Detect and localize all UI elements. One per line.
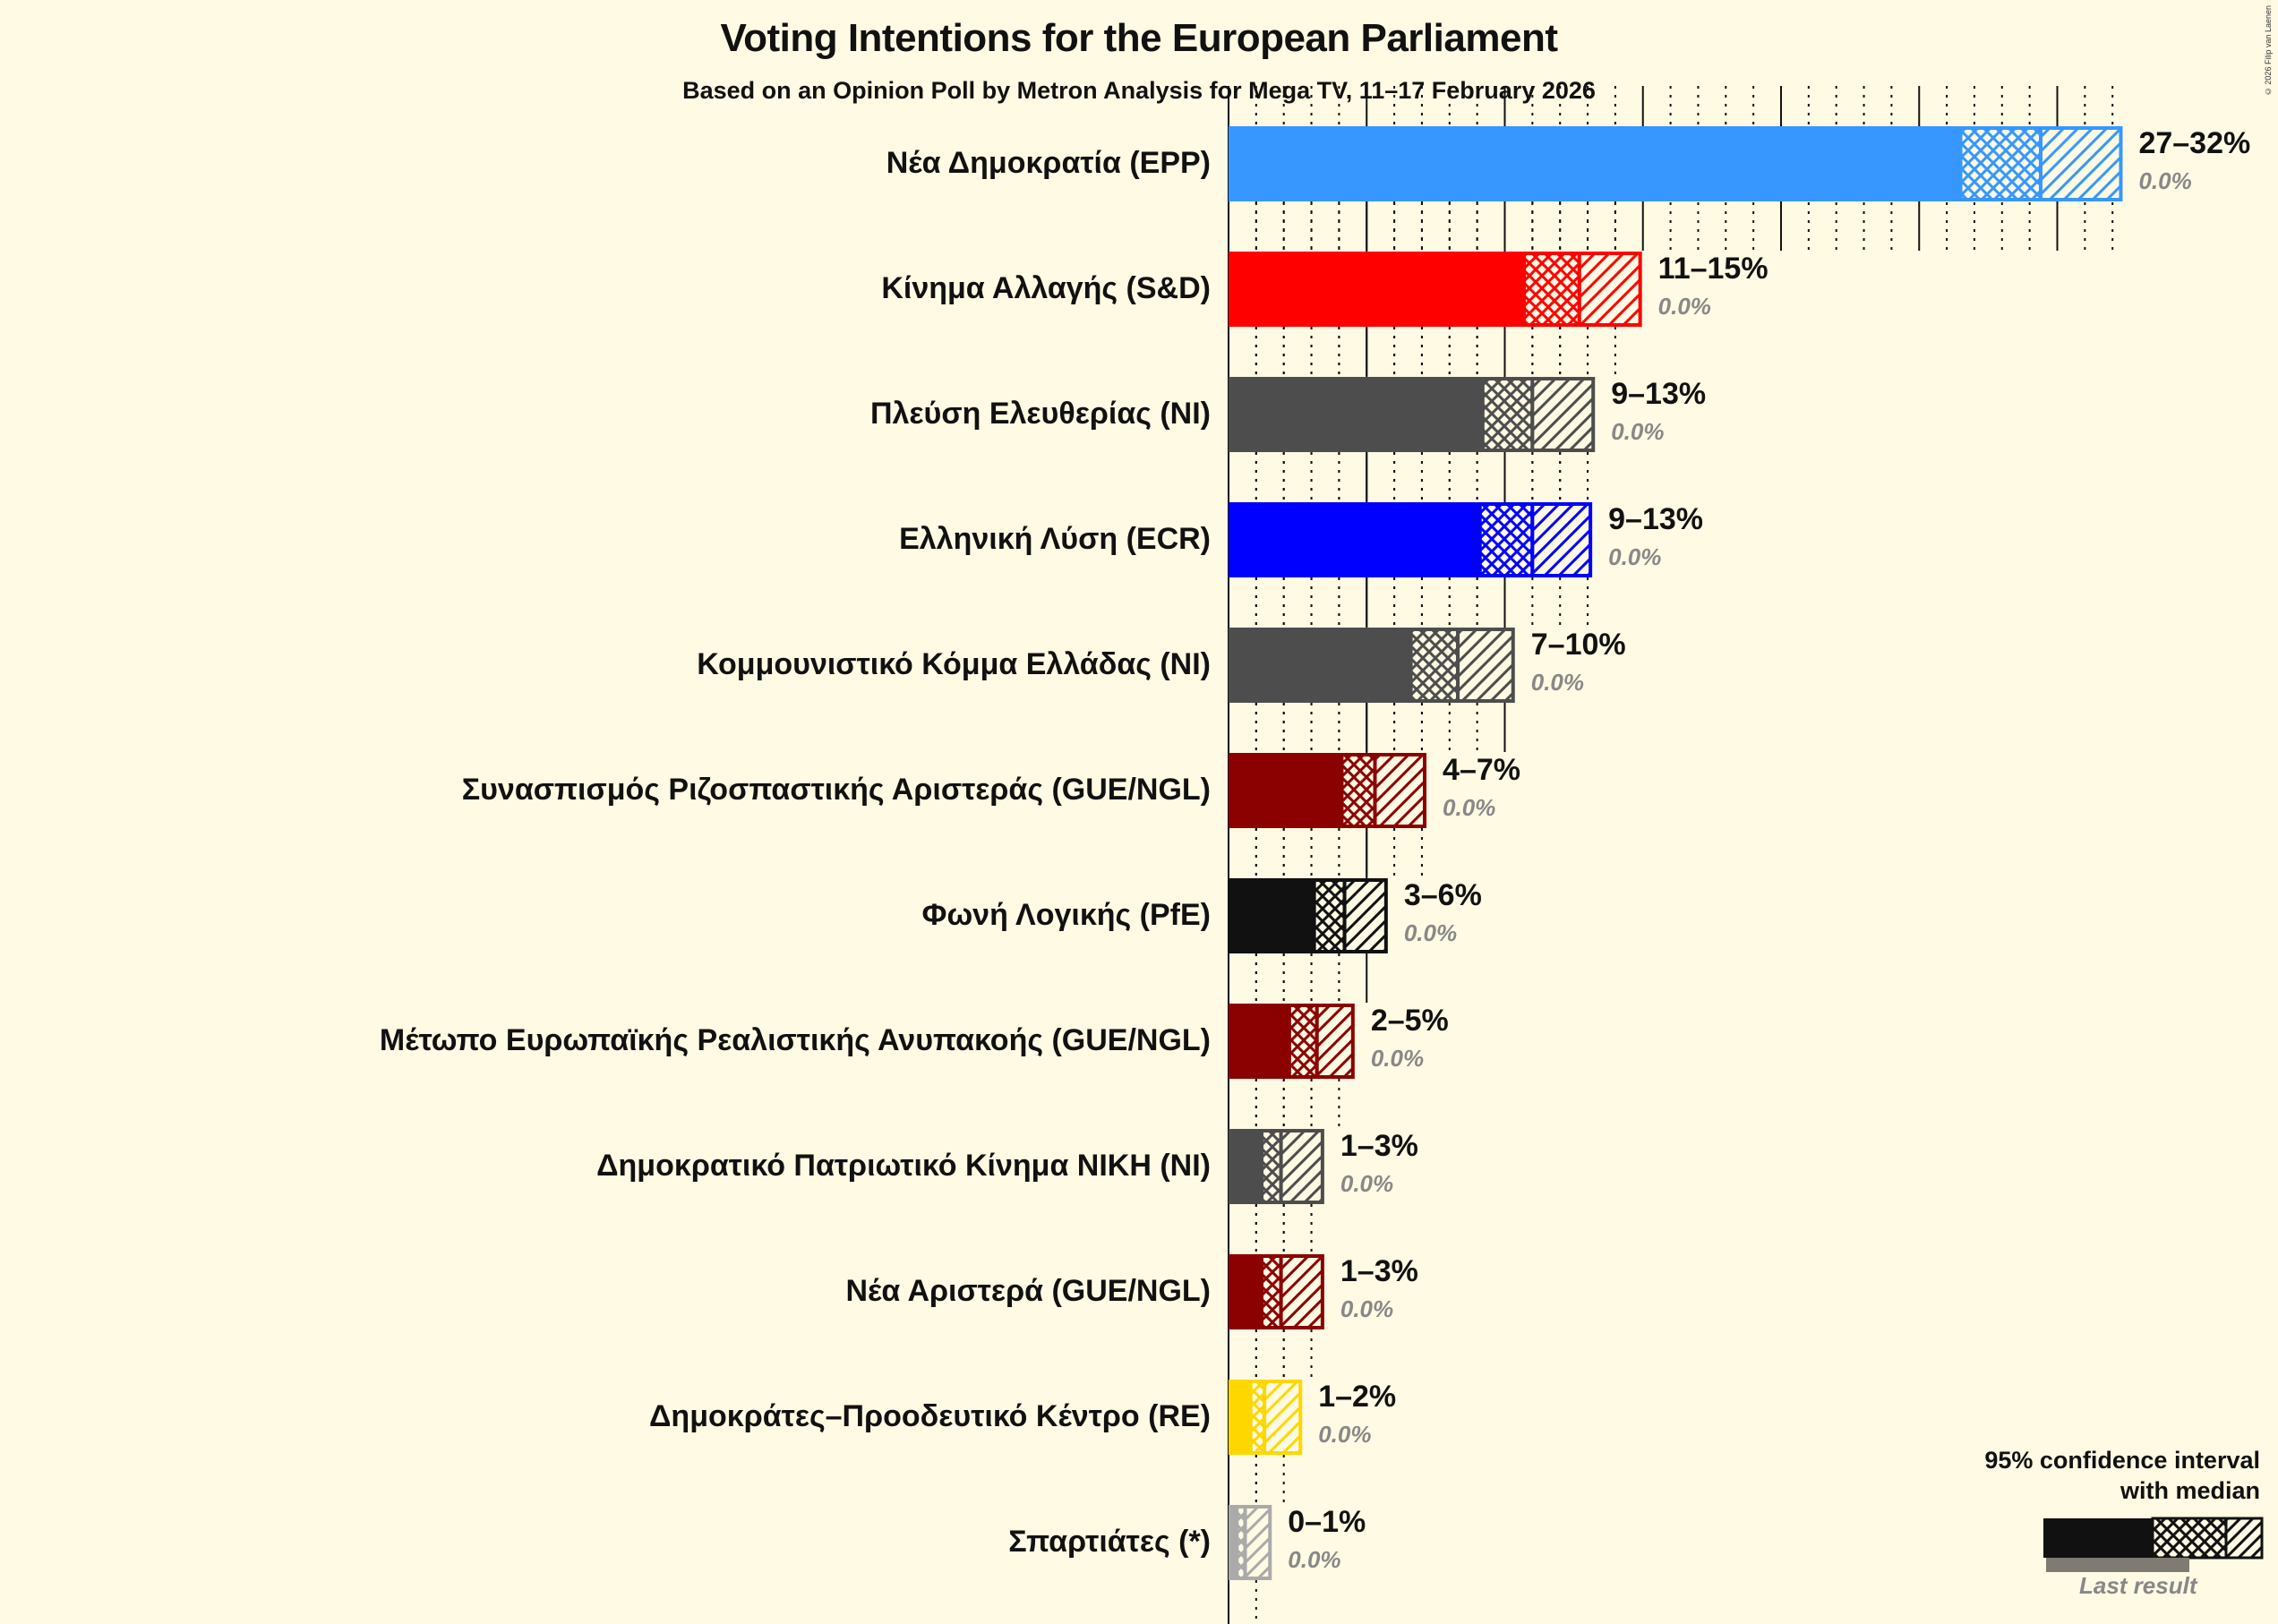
bar-ci-lower	[1409, 628, 1460, 703]
bar-solid	[1229, 753, 1342, 828]
bar-ci-lower	[1287, 1004, 1319, 1079]
party-label: Πλεύση Ελευθερίας (NI)	[869, 397, 1211, 431]
range-label: 2–5%	[1370, 1004, 1449, 1038]
legend-line2: with median	[2120, 1477, 2260, 1504]
last-result-label: 0.0%	[1288, 1546, 1341, 1573]
bar-12	[1229, 1505, 1272, 1580]
bar-7	[1229, 878, 1388, 953]
party-label: Νέα Αριστερά (GUE/NGL)	[845, 1274, 1211, 1308]
last-result-label: 0.0%	[1318, 1421, 1372, 1448]
legend-title: 95% confidence interval with median	[1984, 1445, 2260, 1506]
bar-ci-lower	[1312, 878, 1347, 953]
bar-ci-upper	[1263, 1380, 1303, 1455]
range-label: 0–1%	[1288, 1505, 1366, 1539]
last-result-label: 0.0%	[1611, 418, 1665, 445]
chart-title: Voting Intentions for the European Parli…	[720, 16, 1558, 60]
bar-solid	[1229, 1505, 1237, 1580]
party-label: Δημοκρατικό Πατριωτικό Κίνημα ΝΙΚΗ (NI)	[596, 1149, 1211, 1183]
bar-2	[1229, 252, 1642, 327]
last-result-label: 0.0%	[1608, 543, 1662, 570]
range-label: 4–7%	[1443, 753, 1520, 787]
bar-8	[1229, 1004, 1355, 1079]
bar-solid	[1229, 1004, 1289, 1079]
bar-ci-upper	[1530, 502, 1593, 577]
range-label: 1–3%	[1340, 1254, 1418, 1288]
bar-ci-lower	[1958, 126, 2042, 201]
range-label: 11–15%	[1657, 252, 1768, 286]
bar-6	[1229, 753, 1427, 828]
chart-subtitle: Based on an Opinion Poll by Metron Analy…	[682, 77, 1596, 104]
bar-ci-upper	[1243, 1505, 1272, 1580]
last-result-label: 0.0%	[2138, 167, 2192, 194]
party-label: Νέα Δημοκρατία (EPP)	[886, 146, 1211, 180]
bar-ci-upper	[1315, 1004, 1355, 1079]
range-label: 9–13%	[1608, 502, 1703, 536]
bar-ci-lower	[1340, 753, 1377, 828]
last-result-label: 0.0%	[1340, 1170, 1394, 1197]
bar-ci-upper	[2038, 126, 2123, 201]
legend-swatch	[2043, 1517, 2264, 1572]
last-result-label: 0.0%	[1530, 669, 1585, 696]
bar-ci-lower	[1260, 1129, 1283, 1204]
legend-last-result: Last result	[2079, 1572, 2197, 1599]
bar-solid	[1229, 252, 1525, 327]
bar-1	[1229, 126, 2123, 201]
range-label: 1–3%	[1340, 1129, 1418, 1163]
bar-ci-upper	[1530, 377, 1596, 452]
bar-ci-upper	[1279, 1129, 1324, 1204]
bar-solid	[1229, 377, 1483, 452]
last-result-label: 0.0%	[1370, 1045, 1425, 1072]
bar-ci-upper	[1342, 878, 1388, 953]
last-result-label: 0.0%	[1657, 293, 1711, 320]
party-label: Σπαρτιάτες (*)	[1008, 1525, 1211, 1559]
bar-ci-upper	[1577, 252, 1642, 327]
party-label: Κίνημα Αλλαγής (S&D)	[881, 271, 1211, 305]
last-result-label: 0.0%	[1403, 919, 1458, 946]
range-label: 3–6%	[1403, 878, 1482, 912]
last-result-label: 0.0%	[1443, 794, 1496, 821]
range-label: 27–32%	[2138, 126, 2251, 160]
legend-line1: 95% confidence interval	[1984, 1447, 2260, 1474]
bar-solid	[1229, 1129, 1263, 1204]
bar-solid	[1229, 126, 1961, 201]
range-label: 1–2%	[1318, 1380, 1397, 1414]
bar-solid	[1229, 628, 1411, 703]
bar-ci-lower	[1260, 1254, 1283, 1329]
bar-solid	[1229, 1380, 1251, 1455]
bar-10	[1229, 1254, 1324, 1329]
party-label: Φωνή Λογικής (PfE)	[921, 898, 1211, 932]
party-label: Μέτωπο Ευρωπαϊκής Ρεαλιστικής Ανυπακοής …	[379, 1023, 1211, 1057]
bar-ci-lower	[1522, 252, 1581, 327]
bar-ci-upper	[1279, 1254, 1324, 1329]
bar-9	[1229, 1129, 1324, 1204]
last-result-label: 0.0%	[1340, 1295, 1394, 1322]
bar-4	[1229, 502, 1593, 577]
party-label: Συνασπισμός Ριζοσπαστικής Αριστεράς (GUE…	[461, 773, 1211, 807]
bar-ci-upper	[1373, 753, 1427, 828]
party-label: Κομμουνιστικό Κόμμα Ελλάδας (NI)	[697, 647, 1211, 681]
party-label: Ελληνική Λύση (ECR)	[899, 522, 1211, 556]
bar-solid	[1229, 502, 1480, 577]
range-label: 7–10%	[1530, 628, 1626, 662]
party-label: Δημοκράτες–Προοδευτικό Κέντρο (RE)	[648, 1399, 1211, 1433]
bar-ci-lower	[1248, 1380, 1267, 1455]
bar-5	[1229, 628, 1515, 703]
bar-solid	[1229, 1254, 1263, 1329]
bar-ci-lower	[1477, 502, 1535, 577]
bar-ci-lower	[1480, 377, 1535, 452]
bar-11	[1229, 1380, 1303, 1455]
bar-solid	[1229, 878, 1315, 953]
bar-ci-upper	[1456, 628, 1515, 703]
range-label: 9–13%	[1611, 377, 1707, 411]
bar-3	[1229, 377, 1596, 452]
